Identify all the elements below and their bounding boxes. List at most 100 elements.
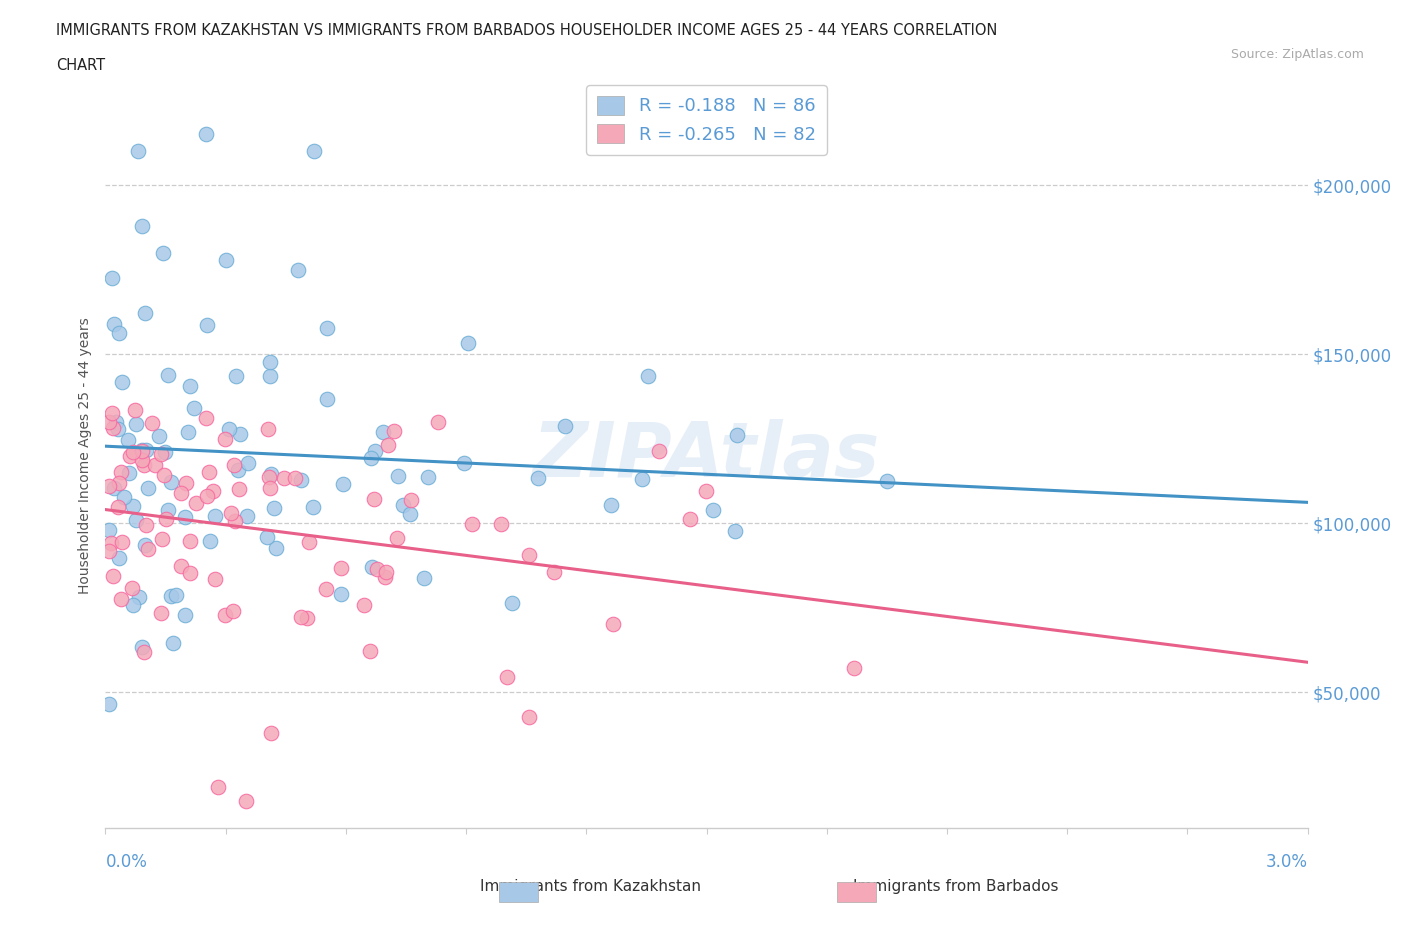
Point <box>554 418 576 433</box>
Point <box>179 533 201 548</box>
Point <box>298 534 321 549</box>
Point <box>360 451 382 466</box>
Point <box>107 421 129 436</box>
Point <box>501 595 523 610</box>
Point <box>197 317 219 332</box>
Point <box>121 598 143 613</box>
Point <box>647 444 669 458</box>
Text: ZIPAtlas: ZIPAtlas <box>533 418 880 493</box>
Point <box>150 446 173 461</box>
Point <box>177 425 200 440</box>
Point <box>201 484 224 498</box>
Point <box>111 375 134 390</box>
Point <box>527 471 550 485</box>
Point <box>284 471 307 485</box>
Point <box>101 406 124 421</box>
Point <box>204 509 226 524</box>
Point <box>453 456 475 471</box>
Point <box>290 473 312 488</box>
Point <box>179 565 201 580</box>
Point <box>198 534 221 549</box>
Point <box>131 443 153 458</box>
Point <box>156 367 179 382</box>
Point <box>107 499 129 514</box>
Point <box>353 598 375 613</box>
Point <box>160 475 183 490</box>
Point <box>363 444 385 458</box>
Point <box>876 474 898 489</box>
Point <box>98 523 121 538</box>
Point <box>236 456 259 471</box>
Point <box>148 429 170 444</box>
Point <box>461 517 484 532</box>
Point <box>329 586 352 601</box>
Point <box>259 368 281 383</box>
Point <box>695 484 717 498</box>
Point <box>218 421 240 436</box>
Point <box>170 559 193 574</box>
Point <box>457 336 479 351</box>
Point <box>155 512 177 526</box>
Point <box>630 472 652 486</box>
Point <box>260 725 283 740</box>
Point <box>195 489 218 504</box>
Point <box>724 524 747 538</box>
Point <box>134 305 156 320</box>
Point <box>316 320 339 335</box>
Point <box>517 547 540 562</box>
Point <box>264 540 287 555</box>
Point <box>105 415 128 430</box>
Point <box>235 509 257 524</box>
Point <box>260 467 283 482</box>
Point <box>385 530 408 545</box>
Point <box>98 415 121 430</box>
Point <box>366 561 388 576</box>
Point <box>179 379 201 393</box>
Point <box>162 636 184 651</box>
Point <box>361 560 384 575</box>
Point <box>127 144 149 159</box>
Point <box>256 421 278 436</box>
Point <box>302 144 325 159</box>
Text: Immigrants from Kazakhstan: Immigrants from Kazakhstan <box>479 879 702 894</box>
Point <box>149 605 172 620</box>
Point <box>259 470 281 485</box>
Point <box>329 560 352 575</box>
Point <box>98 478 121 493</box>
Point <box>256 529 278 544</box>
Point <box>491 516 513 531</box>
Point <box>125 512 148 527</box>
Point <box>228 427 250 442</box>
Point <box>204 571 226 586</box>
Point <box>412 571 434 586</box>
Point <box>543 565 565 579</box>
Point <box>725 428 748 443</box>
Point <box>103 480 125 495</box>
Point <box>122 445 145 459</box>
Point <box>517 710 540 724</box>
Point <box>138 542 160 557</box>
Point <box>103 316 125 331</box>
Point <box>103 568 125 583</box>
Point <box>225 368 247 383</box>
Point <box>371 425 394 440</box>
Point <box>110 591 132 606</box>
Point <box>152 246 174 261</box>
Point <box>235 793 257 808</box>
Point <box>111 534 134 549</box>
Point <box>121 498 143 513</box>
Point <box>98 697 121 711</box>
Text: IMMIGRANTS FROM KAZAKHSTAN VS IMMIGRANTS FROM BARBADOS HOUSEHOLDER INCOME AGES 2: IMMIGRANTS FROM KAZAKHSTAN VS IMMIGRANTS… <box>56 23 998 38</box>
Point <box>224 458 246 473</box>
Point <box>131 640 153 655</box>
Point <box>121 580 143 595</box>
Point <box>259 481 281 496</box>
Point <box>273 471 295 485</box>
Point <box>332 476 354 491</box>
Point <box>359 644 381 658</box>
Point <box>156 503 179 518</box>
Point <box>679 512 702 526</box>
Point <box>702 502 724 517</box>
Point <box>222 604 245 618</box>
Point <box>637 369 659 384</box>
